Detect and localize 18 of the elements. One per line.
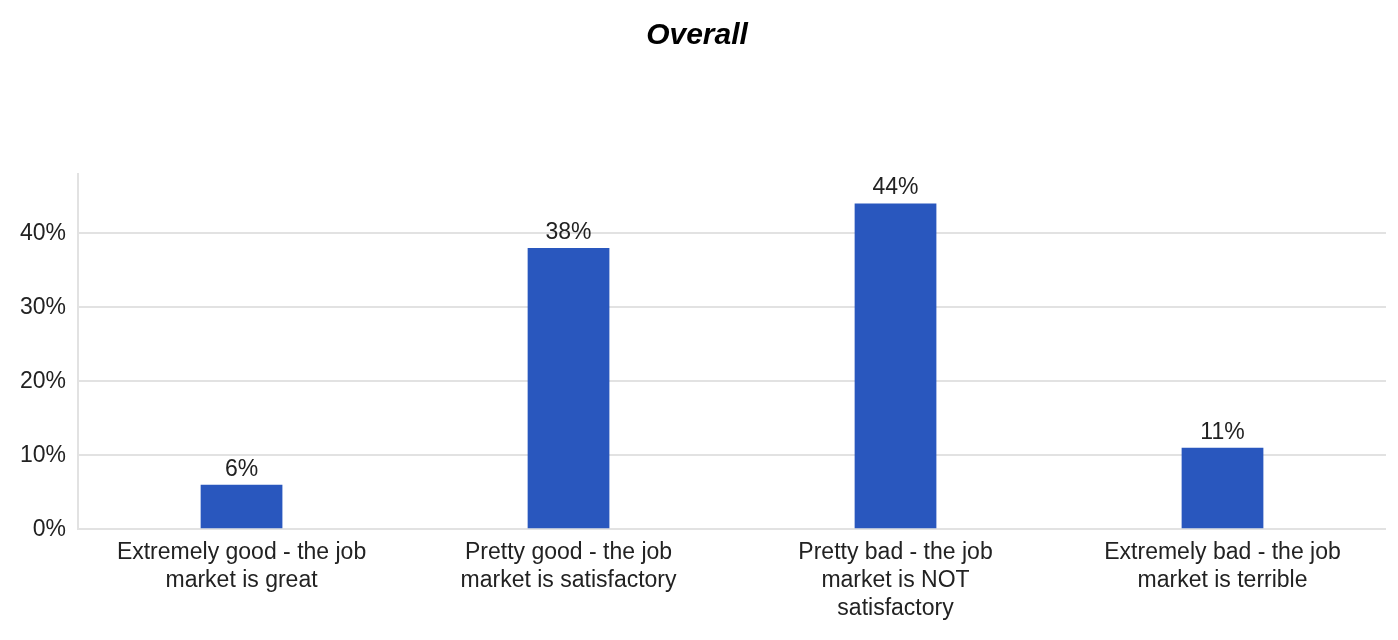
x-tick-label: Extremely bad - the job market is terrible <box>1104 538 1341 592</box>
bar <box>1181 447 1264 529</box>
y-tick-label: 20% <box>19 366 67 393</box>
data-label: 38% <box>545 217 592 244</box>
data-label: 44% <box>872 173 919 200</box>
y-tick-label: 10% <box>19 440 67 467</box>
chart-title: Overall <box>646 17 749 51</box>
y-tick-label: 40% <box>19 218 67 245</box>
bar <box>527 248 610 529</box>
bar <box>854 203 937 529</box>
x-tick-label: Pretty bad - the job market is NOT satisfactory <box>798 538 993 620</box>
y-tick-label: 0% <box>32 514 67 541</box>
data-label: 6% <box>224 454 259 481</box>
y-tick-label: 30% <box>19 292 67 319</box>
x-tick-label: Pretty good - the job market is satisfactory <box>460 538 678 592</box>
bar <box>200 484 283 529</box>
data-label: 11% <box>1200 417 1245 444</box>
x-tick-label: Extremely good - the job market is great <box>116 538 367 592</box>
